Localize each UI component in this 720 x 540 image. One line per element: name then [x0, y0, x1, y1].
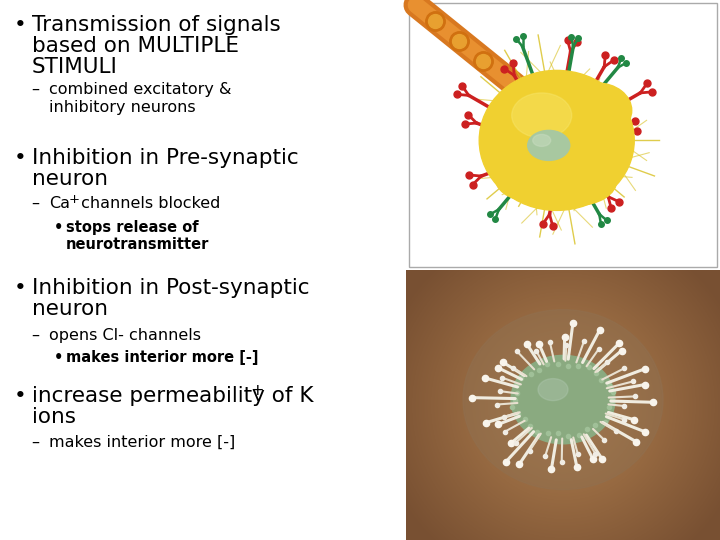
Text: –: –: [31, 82, 39, 97]
Ellipse shape: [480, 70, 634, 211]
Ellipse shape: [463, 309, 663, 490]
Text: channels blocked: channels blocked: [76, 196, 220, 211]
Ellipse shape: [562, 83, 631, 138]
Text: •: •: [54, 350, 63, 365]
Text: increase permeability of K: increase permeability of K: [32, 386, 313, 406]
Ellipse shape: [536, 156, 617, 205]
Text: based on MULTIPLE: based on MULTIPLE: [32, 36, 239, 56]
Text: neuron: neuron: [32, 299, 108, 319]
Text: –: –: [31, 435, 39, 450]
Text: Ca: Ca: [49, 196, 70, 211]
Text: •: •: [14, 148, 27, 168]
Text: •: •: [14, 386, 27, 406]
Text: •: •: [14, 15, 27, 35]
Text: makes interior more [-]: makes interior more [-]: [49, 435, 235, 450]
Text: –: –: [31, 196, 39, 211]
Text: opens Cl- channels: opens Cl- channels: [49, 328, 201, 343]
Ellipse shape: [512, 93, 572, 138]
Text: Inhibition in Post-synaptic: Inhibition in Post-synaptic: [32, 278, 310, 298]
FancyBboxPatch shape: [409, 3, 717, 267]
Text: STIMULI: STIMULI: [32, 57, 118, 77]
Text: +: +: [69, 193, 80, 206]
Text: –: –: [31, 328, 39, 343]
Text: •: •: [54, 220, 63, 235]
Text: neuron: neuron: [32, 169, 108, 189]
Text: +: +: [250, 383, 264, 398]
Text: combined excitatory &: combined excitatory &: [49, 82, 232, 97]
Text: ions: ions: [32, 407, 76, 427]
Ellipse shape: [533, 134, 551, 146]
Ellipse shape: [538, 379, 568, 401]
Text: Transmission of signals: Transmission of signals: [32, 15, 281, 35]
Ellipse shape: [511, 355, 615, 444]
Text: inhibitory neurons: inhibitory neurons: [49, 100, 196, 115]
Text: Inhibition in Pre-synaptic: Inhibition in Pre-synaptic: [32, 148, 299, 168]
Text: neurotransmitter: neurotransmitter: [66, 237, 210, 252]
Text: •: •: [14, 278, 27, 298]
Ellipse shape: [528, 130, 570, 160]
Text: makes interior more [-]: makes interior more [-]: [66, 350, 258, 365]
Ellipse shape: [494, 151, 559, 200]
Text: stops release of: stops release of: [66, 220, 199, 235]
